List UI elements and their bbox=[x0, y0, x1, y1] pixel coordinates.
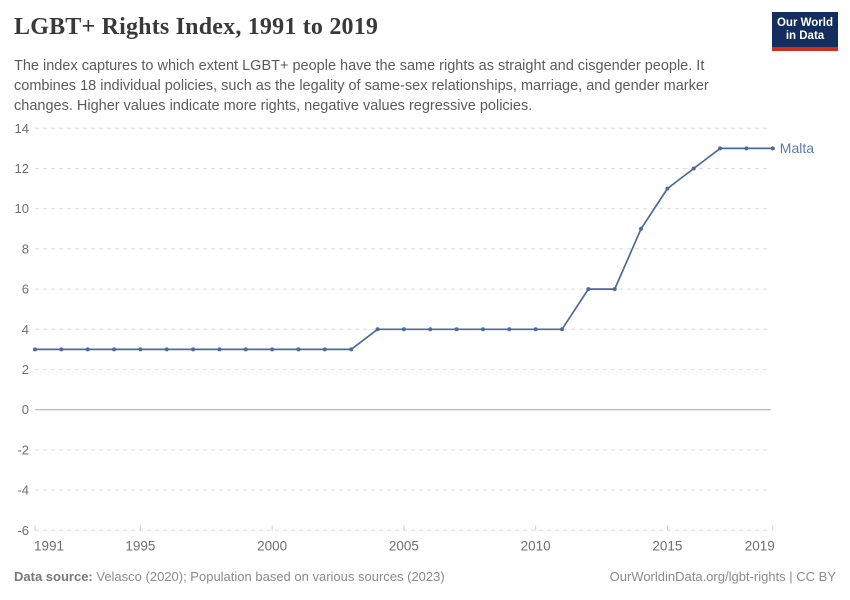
data-source-note: Data source: Velasco (2020); Population … bbox=[14, 569, 445, 584]
data-point[interactable] bbox=[112, 347, 117, 352]
x-axis-tick-label: 2019 bbox=[745, 538, 775, 553]
data-point[interactable] bbox=[639, 226, 644, 231]
owid-logo-line2: in Data bbox=[785, 29, 825, 42]
y-axis-tick-label: 8 bbox=[22, 241, 29, 256]
data-point[interactable] bbox=[428, 327, 433, 332]
data-point[interactable] bbox=[612, 287, 617, 292]
data-point[interactable] bbox=[270, 347, 275, 352]
y-axis-tick-label: 14 bbox=[15, 121, 29, 136]
data-point[interactable] bbox=[665, 186, 670, 191]
page-title: LGBT+ Rights Index, 1991 to 2019 bbox=[14, 14, 379, 40]
data-point[interactable] bbox=[533, 327, 538, 332]
data-point[interactable] bbox=[85, 347, 90, 352]
data-point[interactable] bbox=[375, 327, 380, 332]
x-axis-tick-label: 2015 bbox=[652, 538, 682, 553]
subtitle-line: combines 18 individual policies, such as… bbox=[14, 78, 709, 94]
y-axis-tick-label: 6 bbox=[22, 282, 29, 297]
owid-logo-line1: Our World bbox=[776, 16, 833, 29]
y-axis-tick-label: 12 bbox=[15, 161, 29, 176]
data-point[interactable] bbox=[560, 327, 564, 332]
data-source-label: Data source: bbox=[14, 569, 93, 584]
data-point[interactable] bbox=[59, 347, 64, 352]
data-point[interactable] bbox=[691, 166, 696, 171]
y-axis-tick-label: -2 bbox=[17, 442, 29, 457]
subtitle-line: The index captures to which extent LGBT+… bbox=[14, 58, 705, 74]
citation-link[interactable]: OurWorldinData.org/lgbt-rights | CC BY bbox=[609, 569, 836, 584]
owid-logo[interactable]: Our World in Data bbox=[772, 12, 838, 51]
series-label-malta[interactable]: Malta bbox=[780, 140, 814, 156]
data-point[interactable] bbox=[770, 146, 775, 151]
y-axis-tick-label: -4 bbox=[17, 483, 29, 498]
data-point[interactable] bbox=[401, 327, 406, 332]
data-point[interactable] bbox=[296, 347, 301, 352]
data-point[interactable] bbox=[243, 347, 248, 352]
data-point[interactable] bbox=[507, 327, 512, 332]
x-axis-tick-label: 1991 bbox=[34, 538, 64, 553]
x-axis-tick-label: 1995 bbox=[125, 538, 155, 553]
data-point[interactable] bbox=[322, 347, 327, 352]
data-point[interactable] bbox=[480, 327, 485, 332]
y-axis-tick-label: 10 bbox=[15, 201, 29, 216]
data-point[interactable] bbox=[349, 347, 354, 352]
data-point[interactable] bbox=[191, 347, 196, 352]
x-axis-tick-label: 2005 bbox=[389, 538, 419, 553]
data-point[interactable] bbox=[217, 347, 222, 352]
chart-subtitle: The index captures to which extent LGBT+… bbox=[14, 56, 709, 116]
data-source-text: Velasco (2020); Population based on vari… bbox=[92, 569, 445, 584]
data-point[interactable] bbox=[33, 347, 37, 352]
y-axis-tick-label: 4 bbox=[22, 322, 29, 337]
data-point[interactable] bbox=[586, 287, 591, 292]
subtitle-line: changes. Higher values indicate more rig… bbox=[14, 98, 533, 114]
data-point[interactable] bbox=[454, 327, 459, 332]
x-axis-tick-label: 2000 bbox=[257, 538, 287, 553]
y-axis-tick-label: -6 bbox=[17, 523, 29, 538]
data-point[interactable] bbox=[164, 347, 169, 352]
data-point[interactable] bbox=[138, 347, 143, 352]
y-axis-tick-label: 0 bbox=[22, 402, 29, 417]
data-point[interactable] bbox=[718, 146, 723, 151]
y-axis-tick-label: 2 bbox=[22, 362, 29, 377]
x-axis-tick-label: 2010 bbox=[521, 538, 551, 553]
data-point[interactable] bbox=[744, 146, 749, 151]
